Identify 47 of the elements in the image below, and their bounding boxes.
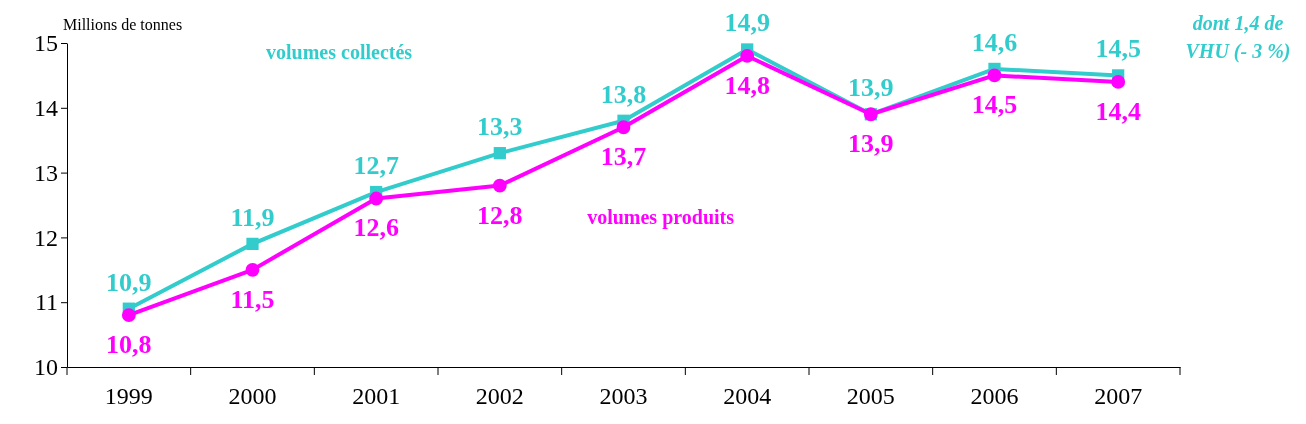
y-tick-label: 15 (34, 30, 58, 57)
point (245, 262, 260, 277)
data-label: 12,6 (353, 213, 399, 243)
point (493, 147, 506, 160)
y-tick-label: 10 (34, 354, 58, 381)
x-tick-label: 2005 (846, 383, 895, 410)
point (1111, 74, 1126, 89)
y-tick-label: 11 (34, 289, 58, 316)
point (246, 237, 259, 250)
y-tick-label: 13 (34, 159, 58, 186)
data-label: 13,8 (600, 79, 647, 109)
point (492, 178, 507, 193)
y-axis-title: Millions de tonnes (63, 16, 183, 33)
y-tick-label: 12 (34, 224, 58, 251)
data-label: 14,5 (1095, 34, 1141, 64)
data-label: 14,6 (971, 27, 1018, 57)
data-label: 13,9 (848, 129, 894, 159)
data-label: 11,5 (230, 284, 275, 314)
point (616, 120, 631, 135)
data-label: 12,7 (353, 151, 399, 181)
text: volumes collectés (266, 41, 413, 64)
data-label: 14,5 (971, 90, 1018, 120)
x-tick-label: 2000 (228, 383, 277, 410)
data-label: 13,3 (477, 112, 523, 142)
data-label: 14,4 (1095, 96, 1141, 126)
data-label: 13,7 (600, 142, 647, 172)
point (987, 68, 1002, 83)
data-label: 12,8 (477, 200, 523, 230)
data-label: 13,9 (848, 73, 894, 103)
data-label: 14,8 (724, 70, 770, 100)
x-tick-label: 2003 (599, 383, 648, 410)
data-label: 11,9 (230, 202, 275, 232)
x-tick-label: 2004 (723, 383, 772, 410)
point (369, 191, 384, 206)
x-tick-label: 1999 (104, 383, 153, 410)
data-label: 14,9 (724, 8, 770, 38)
x-tick-label: 2006 (970, 383, 1019, 410)
x-tick-label: 2002 (475, 383, 524, 410)
x-tick-label: 2007 (1094, 383, 1143, 410)
y-tick-label: 14 (34, 94, 58, 121)
data-label: 10,8 (106, 330, 152, 360)
text: dont 1,4 de VHU (- 3 %) (1185, 12, 1291, 63)
x-tick-label: 2001 (352, 383, 401, 410)
point (740, 49, 755, 63)
text: volumes produits (587, 206, 735, 230)
point (121, 308, 136, 323)
data-label: 10,9 (106, 267, 152, 297)
